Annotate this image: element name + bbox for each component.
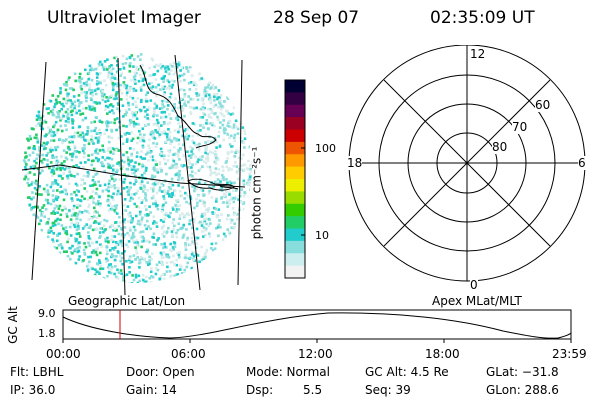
dsp-value: 5.5	[303, 383, 323, 397]
altitude-ytick-low: 1.8	[38, 327, 56, 340]
mlat-label-70: 70	[512, 120, 528, 134]
geographic-image	[21, 53, 252, 295]
coastline	[219, 185, 239, 190]
uv-intensity-speckle	[22, 53, 252, 283]
glat-info: GLat: −31.8	[486, 365, 559, 379]
filter-info: Flt: LBHL	[10, 365, 64, 379]
coastline	[139, 64, 217, 149]
mlt-diagonal	[383, 79, 551, 247]
gain-info: Gain: 14	[126, 383, 177, 397]
gc-alt-info: GC Alt: 4.5 Re	[365, 365, 449, 379]
date-label: 28 Sep 07	[273, 8, 360, 28]
mlat-label-60: 60	[535, 98, 551, 112]
mlat-label-80: 80	[492, 140, 508, 154]
altitude-curve	[62, 312, 572, 339]
coastline	[187, 178, 235, 191]
xtick-1800: 18:00	[425, 347, 460, 361]
mlt-label-6: 6	[578, 156, 586, 170]
glon-info: GLon: 288.6	[486, 383, 559, 397]
apex-label: Apex MLat/MLT	[432, 294, 522, 308]
xtick-2359: 23:59	[552, 347, 587, 361]
meridian-line	[237, 59, 243, 286]
colorbar-tick-10: 10	[315, 229, 329, 242]
seq-info: Seq: 39	[365, 383, 411, 397]
dsp-label: Dsp:	[246, 383, 274, 397]
geographic-label: Geographic Lat/Lon	[68, 294, 186, 308]
altitude-ytick-high: 9.0	[38, 307, 56, 320]
instrument-title: Ultraviolet Imager	[47, 8, 201, 28]
xtick-0000: 00:00	[46, 347, 81, 361]
xtick-0600: 06:00	[171, 347, 206, 361]
door-info: Door: Open	[126, 365, 195, 379]
meridian-line	[31, 61, 47, 281]
colorbar-unit-label: photon cm⁻²s⁻¹	[249, 146, 264, 240]
mlt-label-18: 18	[347, 156, 363, 170]
colorbar-tick-100: 100	[315, 142, 336, 155]
mlt-label-12: 12	[470, 47, 486, 61]
polar-plot	[348, 45, 586, 282]
color-bar-scale	[285, 80, 305, 279]
color-bar	[284, 79, 306, 279]
parallel-line	[21, 164, 246, 188]
xtick-1200: 12:00	[298, 347, 333, 361]
ip-info: IP: 36.0	[10, 383, 56, 397]
altitude-ylabel: GC Alt	[5, 306, 20, 344]
time-label: 02:35:09 UT	[430, 8, 535, 28]
mlt-label-0: 0	[470, 278, 478, 292]
meridian-line	[117, 57, 126, 295]
mode-info: Mode: Normal	[246, 365, 330, 379]
altitude-plot	[62, 309, 572, 343]
meridian-line	[174, 54, 201, 291]
